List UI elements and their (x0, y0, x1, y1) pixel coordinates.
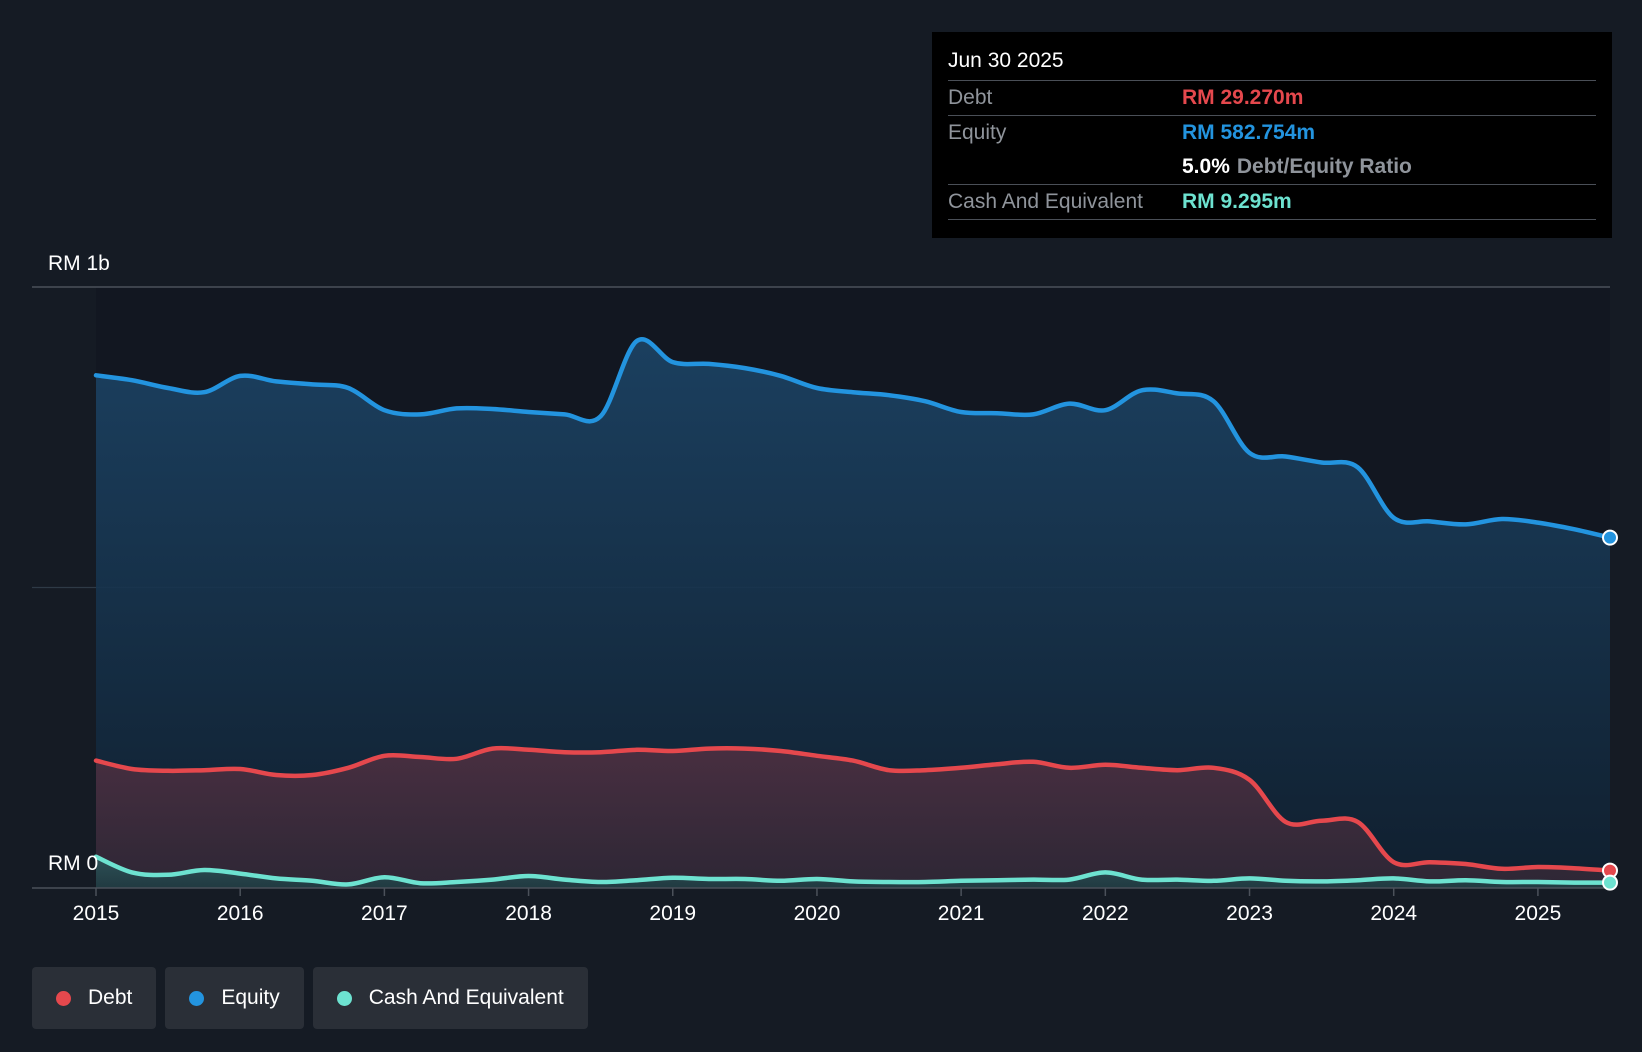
legend-equity-label: Equity (221, 986, 280, 1009)
legend-item-cash[interactable]: Cash And Equivalent (312, 967, 588, 1029)
debt-area (96, 748, 1610, 888)
x-tick-label: 2018 (505, 902, 552, 925)
cash-line (93, 854, 1613, 887)
legend-cash-label: Cash And Equivalent (368, 986, 564, 1009)
equity-dot-icon (189, 990, 205, 1006)
data-tooltip: Jun 30 2025 Debt RM 29.270m Equity RM 58… (932, 32, 1612, 238)
x-tick-label: 2022 (1082, 902, 1129, 925)
cash-end-marker (1602, 874, 1618, 891)
tooltip-debt-row: Debt RM 29.270m (948, 80, 1596, 115)
tooltip-cash-label: Cash And Equivalent (948, 190, 1143, 213)
tooltip-equity-value: RM 582.754m (1182, 121, 1316, 144)
legend-item-debt[interactable]: Debt (32, 967, 157, 1029)
x-tick-label: 2021 (938, 902, 985, 925)
x-tick-label: 2025 (1515, 902, 1562, 925)
debt-dot-icon (56, 990, 71, 1006)
x-tick-label: 2023 (1226, 902, 1273, 925)
tooltip-equity-label: Equity (948, 121, 1007, 144)
chart-legend: Debt Equity Cash And Equivalent (32, 967, 588, 1029)
x-tick-label: 2016 (217, 902, 264, 925)
tooltip-equity-row: Equity RM 582.754m (948, 115, 1596, 150)
x-tick-label: 2020 (794, 902, 841, 925)
tooltip-date: Jun 30 2025 (948, 49, 1064, 72)
equity-line (93, 337, 1613, 540)
equity-area (96, 339, 1610, 889)
x-tick-label: 2024 (1370, 902, 1417, 925)
tooltip-ratio-value: 5.0% (1182, 155, 1230, 178)
x-tick-label: 2017 (361, 902, 408, 925)
x-tick-label: 2015 (73, 902, 120, 925)
tooltip-ratio-label: Debt/Equity Ratio (1236, 155, 1412, 178)
x-tick-label: 2019 (649, 902, 696, 925)
tooltip-debt-value: RM 29.270m (1182, 86, 1304, 109)
tooltip-debt-label: Debt (948, 86, 993, 109)
y-axis-top-label: RM 1b (48, 252, 110, 275)
y-axis-bottom-label: RM 0 (48, 852, 98, 875)
legend-item-equity[interactable]: Equity (165, 967, 304, 1029)
legend-debt-label: Debt (88, 986, 133, 1009)
tooltip-ratio-row: 5.0% Debt/Equity Ratio (948, 150, 1596, 184)
tooltip-cash-value: RM 9.295m (1182, 190, 1292, 213)
tooltip-cash-row: Cash And Equivalent RM 9.295m (948, 184, 1596, 220)
debt-line (93, 745, 1613, 873)
cash-dot-icon (336, 990, 352, 1006)
equity-end-marker (1602, 529, 1618, 546)
